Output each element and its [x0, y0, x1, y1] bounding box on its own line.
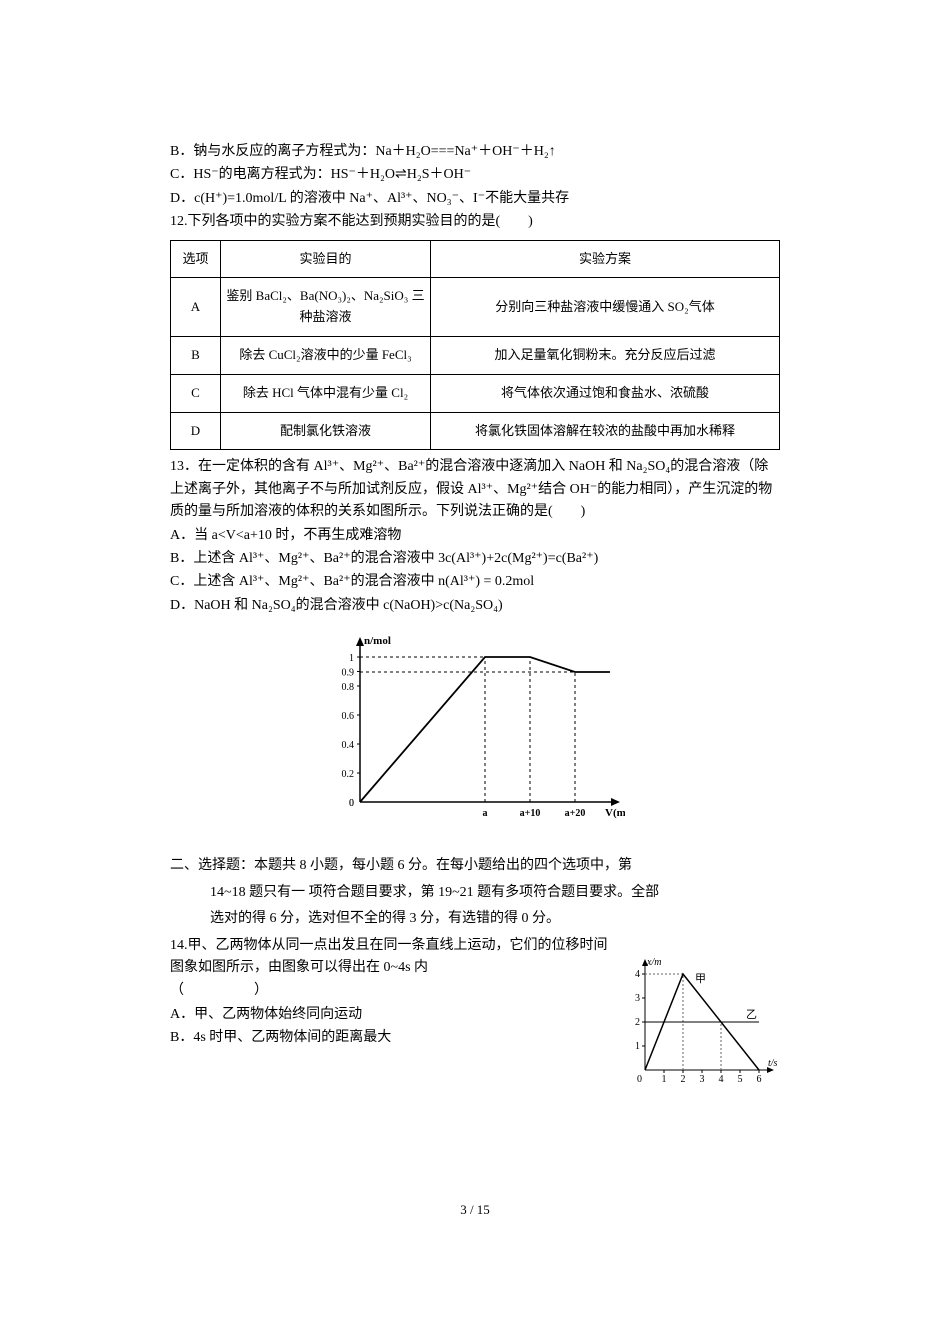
svg-text:0.8: 0.8: [342, 682, 355, 693]
svg-text:a+10: a+10: [520, 808, 541, 819]
svg-text:乙: 乙: [746, 1008, 757, 1021]
svg-text:x/m: x/m: [646, 957, 661, 968]
svg-text:3: 3: [635, 993, 640, 1004]
table-header-purpose: 实验目的: [221, 240, 431, 278]
page-number: 3 / 15: [170, 1200, 780, 1221]
svg-text:n/mol: n/mol: [364, 635, 391, 647]
q13-stem: 13．在一定体积的含有 Al³⁺、Mg²⁺、Ba²⁺的混合溶液中逐滴加入 NaO…: [170, 456, 780, 523]
table-header-plan: 实验方案: [431, 240, 780, 278]
q11-option-c: C．HS⁻的电离方程式为：HS⁻＋H₂O⇌H₂S＋OH⁻: [170, 164, 780, 186]
q13-chart: 00.20.40.60.80.91aa+10a+200V(ml)n/mol: [170, 627, 780, 835]
svg-text:甲: 甲: [695, 973, 706, 985]
svg-text:0: 0: [637, 1074, 642, 1085]
svg-text:V(ml): V(ml): [605, 807, 625, 819]
section2-line3: 选对的得 6 分，选对但不全的得 3 分，有选错的得 0 分。: [170, 908, 780, 930]
svg-text:3: 3: [700, 1074, 705, 1085]
table-row: B 除去 CuCl₂溶液中的少量 FeCl₃ 加入足量氧化铜粉末。充分反应后过滤: [171, 336, 780, 374]
section2-line2: 14~18 题只有一 项符合题目要求，第 19~21 题有多项符合题目要求。全部: [170, 882, 780, 904]
q12-table: 选项 实验目的 实验方案 A 鉴别 BaCl₂、Ba(NO₃)₂、Na₂SiO₃…: [170, 240, 780, 451]
q11-option-b: B．钠与水反应的离子方程式为：Na＋H₂O===Na⁺＋OH⁻＋H₂↑: [170, 141, 780, 163]
svg-text:a+20: a+20: [565, 808, 586, 819]
svg-text:t/s: t/s: [768, 1058, 778, 1069]
svg-text:0.6: 0.6: [342, 711, 355, 722]
q13-option-d: D．NaOH 和 Na₂SO₄的混合溶液中 c(NaOH)>c(Na₂SO₄): [170, 595, 780, 617]
svg-text:2: 2: [681, 1074, 686, 1085]
q14-chart: 1 2 3 4 5 6 1 2 3 4 0 甲乙 x/m t/s: [620, 955, 780, 1093]
svg-text:0.9: 0.9: [342, 668, 355, 679]
q11-option-d: D．c(H⁺)=1.0mol/L 的溶液中 Na⁺、Al³⁺、NO₃⁻、I⁻不能…: [170, 188, 780, 210]
q13-option-a: A．当 a<V<a+10 时，不再生成难溶物: [170, 525, 780, 547]
svg-text:a: a: [483, 808, 488, 819]
table-row: A 鉴别 BaCl₂、Ba(NO₃)₂、Na₂SiO₃ 三种盐溶液 分别向三种盐…: [171, 278, 780, 337]
svg-text:2: 2: [635, 1017, 640, 1028]
svg-text:4: 4: [719, 1074, 724, 1085]
svg-text:1: 1: [662, 1074, 667, 1085]
q13-option-c: C．上述含 Al³⁺、Mg²⁺、Ba²⁺的混合溶液中 n(Al³⁺) = 0.2…: [170, 571, 780, 593]
svg-text:0.4: 0.4: [342, 740, 355, 751]
q12-stem: 12.下列各项中的实验方案不能达到预期实验目的的是( ): [170, 211, 780, 233]
svg-text:5: 5: [738, 1074, 743, 1085]
table-row: D 配制氯化铁溶液 将氯化铁固体溶解在较浓的盐酸中再加水稀释: [171, 412, 780, 450]
section2-title: 二、选择题：本题共 8 小题，每小题 6 分。在每小题给出的四个选项中，第: [170, 855, 780, 877]
svg-text:0.2: 0.2: [342, 769, 355, 780]
table-header-opt: 选项: [171, 240, 221, 278]
svg-text:0: 0: [349, 798, 354, 809]
svg-text:4: 4: [635, 969, 640, 980]
svg-text:1: 1: [635, 1041, 640, 1052]
table-row: C 除去 HCl 气体中混有少量 Cl₂ 将气体依次通过饱和食盐水、浓硫酸: [171, 374, 780, 412]
svg-text:1: 1: [349, 653, 354, 664]
svg-text:6: 6: [757, 1074, 762, 1085]
q13-option-b: B．上述含 Al³⁺、Mg²⁺、Ba²⁺的混合溶液中 3c(Al³⁺)+2c(M…: [170, 548, 780, 570]
